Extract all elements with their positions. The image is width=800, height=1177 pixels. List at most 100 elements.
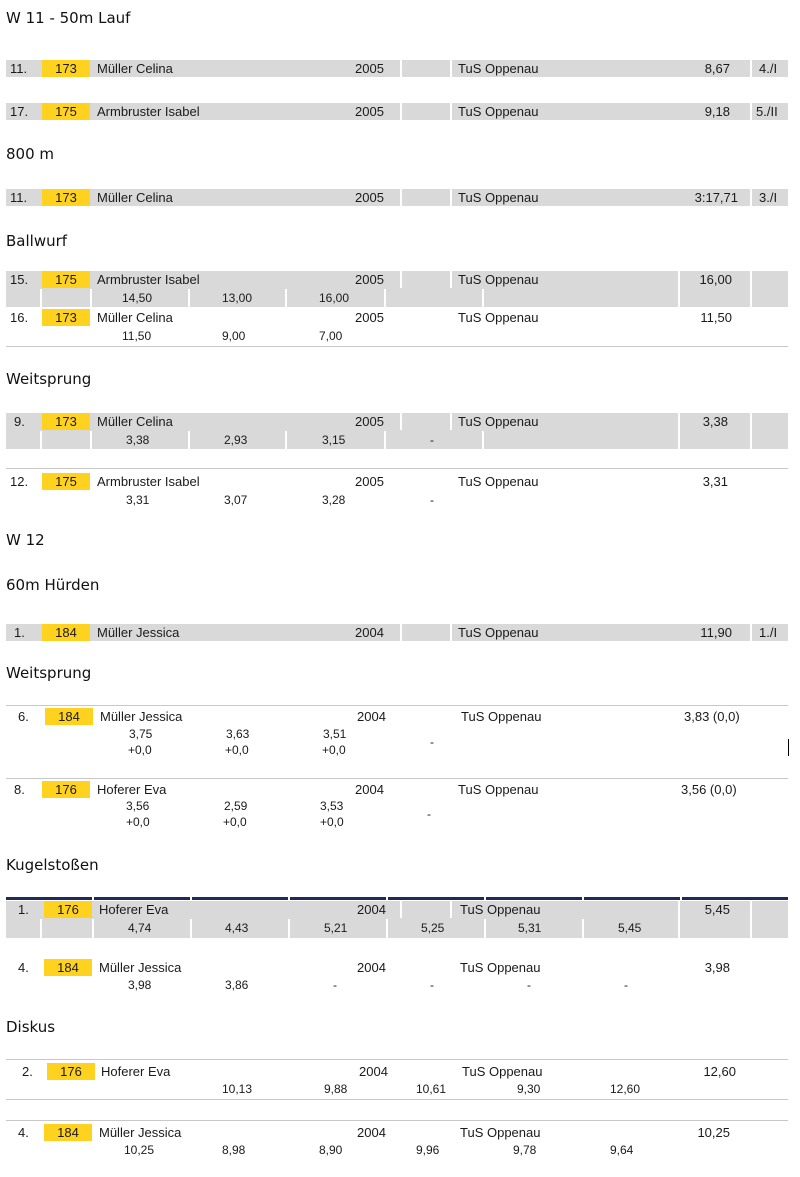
- result-value: 3,38: [702, 414, 728, 429]
- wind-value: +0,0: [225, 743, 249, 757]
- birth-year: 2005: [355, 190, 384, 205]
- rank: 16.: [10, 310, 29, 325]
- attempt-value: 12,60: [610, 1082, 641, 1096]
- attempt-value: 3,75: [129, 727, 153, 741]
- attempt-value: 3,31: [126, 493, 150, 507]
- rank: 6.: [18, 709, 29, 724]
- attempt-value: -: [430, 978, 434, 992]
- birth-year: 2004: [357, 902, 386, 917]
- attempt-value: 5,21: [324, 921, 348, 935]
- attempt-value: 3,86: [225, 978, 249, 992]
- attempt-value: 3,07: [224, 493, 248, 507]
- result-value: 3,98: [704, 960, 730, 975]
- club-name: TuS Oppenau: [458, 272, 539, 287]
- birth-year: 2005: [355, 61, 384, 76]
- section-heading: Kugelstoßen: [6, 856, 99, 874]
- attempt-value: 5,25: [421, 921, 445, 935]
- result-value: 3,83 (0,0): [684, 709, 740, 724]
- bib-number: 184: [44, 1124, 92, 1141]
- athlete-name: Müller Jessica: [100, 709, 183, 724]
- attempt-value: 10,61: [416, 1082, 447, 1096]
- result-value: 9,18: [704, 104, 730, 119]
- heat-place: 4./I: [759, 61, 778, 76]
- club-name: TuS Oppenau: [462, 1064, 543, 1079]
- bib-number: 176: [44, 901, 92, 918]
- attempt-value: 5,31: [518, 921, 542, 935]
- section-heading: Diskus: [6, 1018, 56, 1036]
- bib-number: 173: [42, 309, 90, 326]
- attempt-value: 3,63: [226, 727, 250, 741]
- attempt-value: 2,59: [224, 799, 248, 813]
- club-name: TuS Oppenau: [458, 190, 539, 205]
- bib-number: 173: [42, 413, 90, 430]
- wind-value: +0,0: [126, 815, 150, 829]
- result-value: 10,25: [697, 1125, 730, 1140]
- result-value: 11,90: [700, 625, 732, 640]
- club-name: TuS Oppenau: [458, 782, 539, 797]
- attempt-value: 3,53: [320, 799, 344, 813]
- bib-number: 175: [42, 103, 90, 120]
- section-heading: Weitsprung: [6, 664, 92, 682]
- athlete-name: Hoferer Eva: [97, 782, 167, 797]
- section-heading: Weitsprung: [6, 370, 92, 388]
- athlete-name: Müller Celina: [97, 190, 173, 205]
- rank: 9.: [14, 414, 25, 429]
- birth-year: 2004: [357, 709, 386, 724]
- athlete-name: Müller Celina: [97, 61, 173, 76]
- result-value: 3,56 (0,0): [681, 782, 737, 797]
- attempt-value: 3,15: [322, 433, 346, 447]
- wind-value: +0,0: [320, 815, 344, 829]
- attempt-value: 4,43: [225, 921, 249, 935]
- section-heading: Ballwurf: [6, 232, 68, 250]
- club-name: TuS Oppenau: [458, 474, 539, 489]
- club-name: TuS Oppenau: [461, 709, 542, 724]
- club-name: TuS Oppenau: [458, 310, 539, 325]
- club-name: TuS Oppenau: [458, 104, 539, 119]
- result-value: 16,00: [699, 272, 732, 287]
- athlete-name: Müller Celina: [97, 414, 173, 429]
- attempt-value: 8,90: [319, 1143, 343, 1157]
- section-heading: W 11 - 50m Lauf: [6, 9, 131, 27]
- attempt-value: 9,88: [324, 1082, 348, 1096]
- rank: 1.: [18, 902, 29, 917]
- birth-year: 2005: [355, 272, 384, 287]
- club-name: TuS Oppenau: [460, 1125, 541, 1140]
- heat-place: 5./II: [756, 104, 778, 119]
- rank: 2.: [22, 1064, 33, 1079]
- attempt-value: 9,00: [222, 329, 246, 343]
- bib-number: 173: [42, 60, 90, 77]
- result-value: 3,31: [702, 474, 728, 489]
- attempt-value: 3,98: [128, 978, 152, 992]
- rank: 17.: [10, 104, 29, 119]
- rank: 15.: [10, 272, 29, 287]
- attempt-value: 5,45: [618, 921, 642, 935]
- birth-year: 2005: [355, 474, 384, 489]
- section-heading: 60m Hürden: [6, 576, 100, 594]
- result-value: 8,67: [704, 61, 730, 76]
- attempt-value: 7,00: [319, 329, 343, 343]
- bib-number: 184: [45, 708, 93, 725]
- athlete-name: Hoferer Eva: [101, 1064, 171, 1079]
- attempt-value: 3,38: [126, 433, 150, 447]
- birth-year: 2005: [355, 104, 384, 119]
- birth-year: 2005: [355, 310, 384, 325]
- birth-year: 2005: [355, 414, 384, 429]
- result-value: 11,50: [700, 310, 732, 325]
- result-value: 5,45: [704, 902, 730, 917]
- bib-number: 175: [42, 473, 90, 490]
- bib-number: 173: [42, 189, 90, 206]
- athlete-name: Müller Jessica: [99, 960, 182, 975]
- attempt-value: -: [430, 433, 434, 447]
- birth-year: 2004: [355, 625, 384, 640]
- section-heading: 800 m: [6, 145, 55, 163]
- bib-number: 176: [42, 781, 90, 798]
- bib-number: 175: [42, 271, 90, 288]
- heat-place: 3./I: [759, 190, 778, 205]
- heat-place: 1./I: [759, 625, 778, 640]
- wind-value: +0,0: [128, 743, 152, 757]
- rank: 12.: [10, 474, 29, 489]
- bib-number: 184: [44, 959, 92, 976]
- attempt-value: 4,74: [128, 921, 152, 935]
- rank: 1.: [14, 625, 25, 640]
- bib-number: 184: [42, 624, 90, 641]
